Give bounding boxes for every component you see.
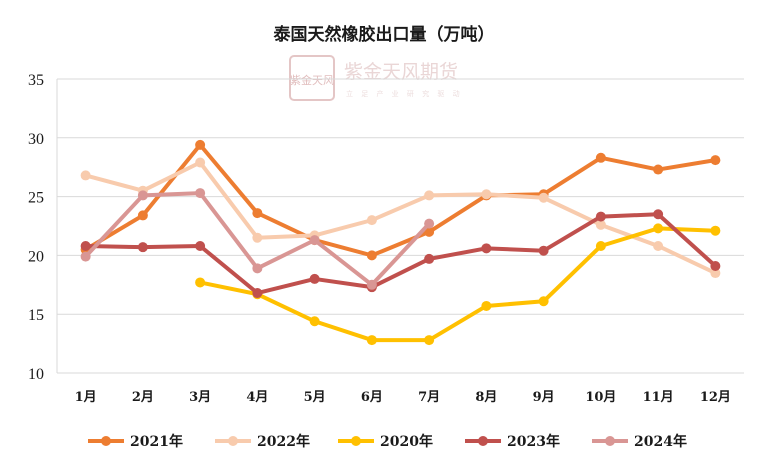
x-tick-label: 3月	[189, 390, 211, 405]
data-point	[195, 188, 206, 199]
y-tick-label: 10	[28, 366, 44, 383]
y-tick-label: 25	[28, 190, 44, 207]
legend-label: 2024年	[634, 433, 687, 450]
data-point	[366, 215, 377, 226]
data-point	[595, 211, 606, 222]
legend-item: 2020年	[338, 433, 433, 450]
data-point	[481, 243, 492, 254]
data-point	[710, 268, 721, 279]
data-point	[366, 279, 377, 290]
legend-label: 2021年	[130, 433, 183, 450]
y-tick-label: 30	[28, 131, 44, 148]
legend: 2021年 2022年 2020年 2023年 2024年	[88, 433, 687, 450]
data-point	[481, 300, 492, 311]
legend-swatch-marker	[228, 436, 238, 446]
series-line	[83, 160, 718, 276]
legend-label: 2022年	[257, 433, 310, 450]
axes: 10 15 20 25 30 35 1月 2月 3月 4月 5月 6月 7月 8月 9月 10月 11月 12月	[28, 72, 731, 405]
data-point	[80, 170, 91, 181]
data-point	[710, 225, 721, 236]
x-tick-label: 6月	[361, 390, 383, 405]
data-point	[366, 250, 377, 261]
data-point	[309, 316, 320, 327]
chart-title: 泰国天然橡胶出口量（万吨）	[274, 24, 495, 45]
series-2023年	[80, 209, 721, 299]
legend-item: 2024年	[592, 433, 687, 450]
data-point	[653, 240, 664, 251]
data-point	[366, 335, 377, 346]
data-point	[424, 253, 435, 264]
data-point	[137, 242, 148, 253]
data-point	[653, 164, 664, 175]
data-point	[424, 226, 435, 237]
x-tick-label: 7月	[418, 390, 440, 405]
data-point	[137, 210, 148, 221]
x-tick-label: 4月	[246, 390, 268, 405]
legend-swatch-marker	[101, 436, 111, 446]
x-tick-label: 5月	[304, 390, 326, 405]
data-point	[481, 189, 492, 200]
legend-swatch-marker	[351, 436, 361, 446]
data-point	[538, 192, 549, 203]
x-tick-label: 10月	[585, 390, 616, 405]
legend-item: 2022年	[215, 433, 310, 450]
x-tick-label: 11月	[643, 390, 674, 405]
y-tick-label: 20	[28, 248, 44, 265]
y-tick-label: 15	[28, 307, 44, 324]
series-group	[80, 139, 721, 346]
series-2022年	[80, 157, 721, 279]
grid	[57, 78, 744, 374]
data-point	[595, 240, 606, 251]
watermark-name: 紫金天风期货	[344, 61, 458, 83]
data-point	[195, 157, 206, 168]
data-point	[710, 260, 721, 271]
data-point	[195, 277, 206, 288]
series-line	[83, 142, 718, 258]
x-tick-label: 9月	[533, 390, 555, 405]
data-point	[252, 263, 263, 274]
series-line	[83, 212, 718, 296]
x-tick-label: 8月	[475, 390, 497, 405]
data-point	[424, 218, 435, 229]
series-2024年	[80, 188, 435, 290]
legend-label: 2020年	[380, 433, 433, 450]
data-point	[538, 296, 549, 307]
data-point	[80, 240, 91, 251]
legend-item: 2023年	[465, 433, 560, 450]
y-tick-label: 35	[28, 72, 44, 89]
data-point	[137, 190, 148, 201]
watermark-slogan: 立 足 产 业 研 究 驱 动	[346, 89, 463, 98]
series-2021年	[80, 139, 721, 261]
data-point	[195, 139, 206, 150]
data-point	[595, 219, 606, 230]
legend-label: 2023年	[507, 433, 560, 450]
series-line	[198, 226, 718, 343]
x-tick-label: 2月	[132, 390, 154, 405]
watermark-logo-icon	[289, 55, 335, 101]
data-point	[653, 209, 664, 220]
x-tick-label: 12月	[700, 390, 731, 405]
legend-swatch-marker	[478, 436, 488, 446]
data-point	[424, 190, 435, 201]
data-point	[424, 335, 435, 346]
legend-swatch-marker	[605, 436, 615, 446]
watermark-logo-text: 紫金天风	[290, 73, 334, 87]
data-point	[195, 240, 206, 251]
data-point	[309, 235, 320, 246]
data-point	[252, 232, 263, 243]
data-point	[538, 245, 549, 256]
data-point	[80, 251, 91, 262]
watermark: 紫金天风 紫金天风期货 立 足 产 业 研 究 驱 动	[289, 55, 463, 101]
data-point	[252, 288, 263, 299]
x-tick-label: 1月	[75, 390, 97, 405]
data-point	[710, 155, 721, 166]
data-point	[252, 208, 263, 219]
data-point	[653, 223, 664, 234]
data-point	[309, 273, 320, 284]
legend-item: 2021年	[88, 433, 183, 450]
data-point	[595, 152, 606, 163]
